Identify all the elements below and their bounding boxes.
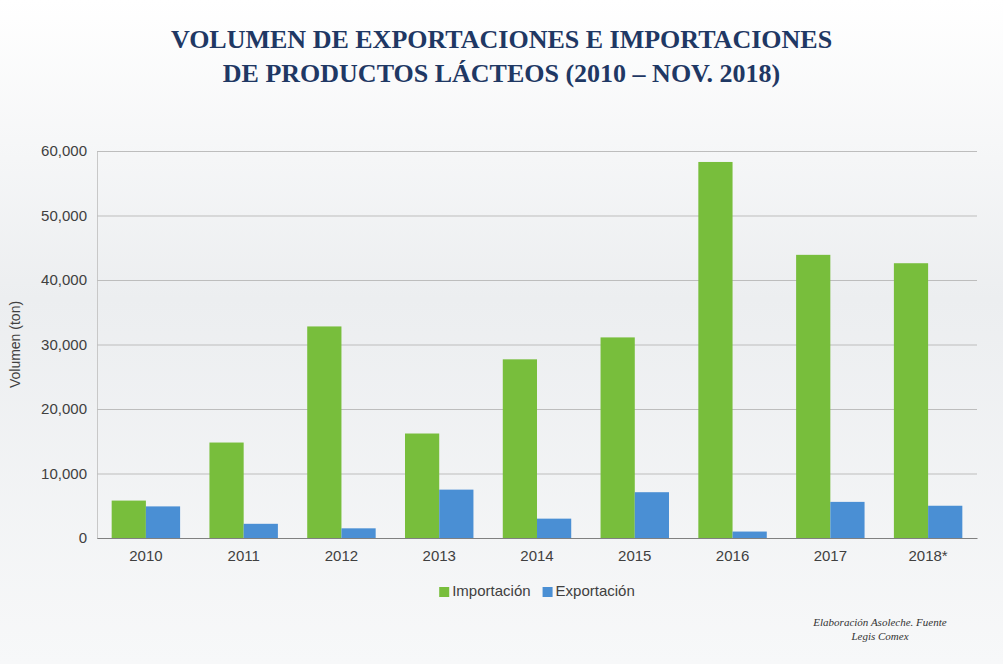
bar <box>244 524 278 538</box>
x-tick: 2014 <box>520 538 553 564</box>
grid-line <box>97 345 977 346</box>
x-tick-label: 2013 <box>423 547 456 564</box>
grid-line <box>97 216 977 217</box>
y-axis: 0 10,000 20,000 30,000 40,000 50,000 60,000 <box>41 142 977 546</box>
y-axis-title: Volumen (ton) <box>7 301 23 388</box>
x-tick: 2013 <box>423 538 456 564</box>
y-tick: 30,000 <box>41 336 977 353</box>
series <box>112 162 928 538</box>
series <box>146 490 962 538</box>
y-tick: 40,000 <box>41 271 977 288</box>
background <box>0 0 1003 664</box>
title: VOLUMEN DE EXPORTACIONES E IMPORTACIONES… <box>171 25 832 88</box>
x-tick-label: 2012 <box>325 547 358 564</box>
x-tick: 2018* <box>909 538 948 564</box>
x-tick: 2010 <box>129 538 162 564</box>
bar <box>405 434 439 538</box>
y-tick-label: 10,000 <box>41 465 87 482</box>
bar <box>796 255 830 538</box>
bar <box>112 501 146 538</box>
x-tick-label: 2016 <box>716 547 749 564</box>
legend-label: Importación <box>452 582 530 599</box>
x-tick: 2012 <box>325 538 358 564</box>
y-tick-label: 0 <box>79 529 87 546</box>
legend-swatch <box>439 587 449 597</box>
source-note-line: Elaboración Asoleche. Fuente <box>812 616 946 628</box>
y-tick: 50,000 <box>41 207 977 224</box>
grid-line <box>97 151 977 152</box>
y-tick-label: 40,000 <box>41 271 87 288</box>
bar <box>439 490 473 538</box>
x-tick-label: 2014 <box>520 547 553 564</box>
x-tick-label: 2017 <box>814 547 847 564</box>
plot: 0 10,000 20,000 30,000 40,000 50,000 60,000 201… <box>41 142 977 563</box>
legend-item: Exportación <box>543 582 635 599</box>
source-note-line: Legis Comex <box>850 630 908 642</box>
chart: VOLUMEN DE EXPORTACIONES E IMPORTACIONES… <box>0 0 1003 664</box>
bar <box>537 519 571 538</box>
x-tick: 2017 <box>814 538 847 564</box>
x-tick-label: 2018* <box>909 547 948 564</box>
x-tick: 2011 <box>228 538 260 564</box>
source-note: Elaboración Asoleche. Fuente Legis Comex <box>812 616 946 642</box>
bar <box>928 506 962 538</box>
y-axis-line <box>98 152 978 539</box>
bar <box>830 502 864 538</box>
legend-item: Importación <box>439 582 530 599</box>
bar <box>503 359 537 538</box>
x-axis-line <box>98 538 978 539</box>
x-tick: 2015 <box>618 538 651 564</box>
bar <box>341 528 375 538</box>
x-tick: 2016 <box>716 538 749 564</box>
y-tick-label: 20,000 <box>41 400 87 417</box>
x-axis: 2010 2011 2012 2013 2014 2015 2016 2017 2018* <box>98 538 978 564</box>
grid-line <box>97 280 977 281</box>
bar <box>635 492 669 538</box>
bar <box>698 162 732 538</box>
bar <box>894 263 928 538</box>
bar <box>307 326 341 538</box>
bar <box>733 532 767 538</box>
bar <box>601 337 635 538</box>
x-tick-label: 2011 <box>228 547 260 564</box>
bars <box>112 162 963 538</box>
bar <box>209 443 243 538</box>
y-tick: 60,000 <box>41 142 977 159</box>
grid-line <box>97 538 977 539</box>
legend: Importación Exportación <box>439 582 635 599</box>
bar <box>146 506 180 538</box>
y-tick-label: 30,000 <box>41 336 87 353</box>
x-tick-label: 2015 <box>618 547 651 564</box>
legend-label: Exportación <box>556 582 635 599</box>
title-line: DE PRODUCTOS LÁCTEOS (2010 – NOV. 2018) <box>223 59 780 88</box>
x-tick-label: 2010 <box>129 547 162 564</box>
y-tick-label: 60,000 <box>41 142 87 159</box>
legend-swatch <box>543 587 553 597</box>
y-tick-label: 50,000 <box>41 207 87 224</box>
title-line: VOLUMEN DE EXPORTACIONES E IMPORTACIONES <box>171 25 832 54</box>
